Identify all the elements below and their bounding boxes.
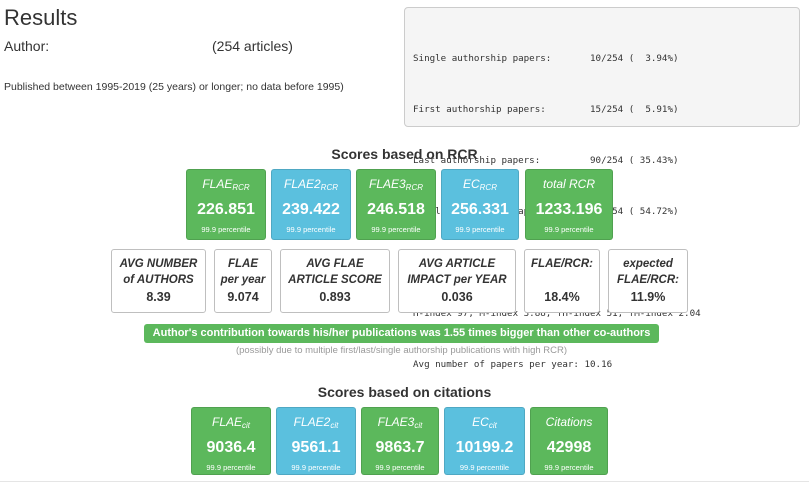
stats-line-avg-papers: Avg number of papers per year: 10.16	[413, 359, 613, 370]
tile-percentile: 99.9 percentile	[544, 463, 594, 472]
tile-flae3-cit: FLAE3cit 9863.7 99.9 percentile	[361, 407, 439, 475]
tile-value: 9863.7	[375, 439, 425, 456]
tile-label: FLAE3cit	[377, 415, 423, 430]
metric-label: FLAE/RCR:	[531, 258, 593, 270]
tile-percentile: 99.9 percentile	[459, 463, 510, 472]
authorship-stats-box: Single authorship papers: 10/254 ( 3.94%…	[404, 7, 800, 370]
stats-line-last: Last authorship papers: 90/254 ( 35.43%)	[413, 155, 679, 166]
metric-label: AVG NUMBER of AUTHORS	[119, 258, 198, 286]
tile-percentile: 99.9 percentile	[291, 463, 341, 472]
metric-label: FLAE per year	[220, 258, 266, 286]
citations-section-heading: Scores based on citations	[317, 384, 492, 400]
tile-flae-cit: FLAEcit 9036.4 99.9 percentile	[191, 407, 271, 475]
tile-label: FLAE2cit	[293, 415, 339, 430]
published-range: Published between 1995-2019 (25 years) o…	[4, 81, 344, 93]
tile-value: 9036.4	[206, 439, 256, 456]
metric-value: 11.9%	[630, 290, 666, 304]
metric-avg-authors: AVG NUMBER of AUTHORS 8.39	[111, 249, 206, 313]
metric-flae-per-year: FLAE per year 9.074	[214, 249, 272, 313]
author-label: Author:	[4, 38, 50, 54]
bottom-divider	[0, 481, 809, 482]
metric-label: expected FLAE/RCR:	[617, 258, 679, 286]
metric-expected-flae-rcr: expected FLAE/RCR: 11.9%	[608, 249, 688, 313]
stats-line-single: Single authorship papers: 10/254 ( 3.94%…	[413, 53, 679, 64]
tile-label: FLAEcit	[211, 415, 250, 430]
tile-total-rcr: total RCR 1233.196 99.9 percentile	[525, 169, 613, 240]
metric-value: 0.893	[319, 290, 351, 304]
tile-flae2-rcr: FLAE2RCR 239.422 99.9 percentile	[271, 169, 351, 240]
stats-line-first: First authorship papers: 15/254 ( 5.91%)	[413, 104, 679, 115]
article-count: (254 articles)	[212, 38, 293, 54]
contribution-banner: Author's contribution towards his/her pu…	[144, 324, 659, 343]
page-title: Results	[4, 5, 78, 30]
tile-value: 10199.2	[455, 439, 514, 456]
metric-label: AVG ARTICLE IMPACT per YEAR	[407, 258, 507, 286]
stats-line-indices: H-index 97, M-index 3.88, fH-index 51, f…	[413, 308, 701, 319]
tile-flae2-cit: FLAE2cit 9561.1 99.9 percentile	[276, 407, 356, 475]
tile-value: 9561.1	[291, 439, 341, 456]
tile-label: Citations	[545, 415, 593, 429]
metric-avg-article-impact: AVG ARTICLE IMPACT per YEAR 0.036	[398, 249, 516, 313]
rcr-section-heading: Scores based on RCR	[331, 146, 478, 162]
tile-percentile: 99.9 percentile	[544, 225, 594, 234]
tile-ec-cit: ECcit 10199.2 99.9 percentile	[444, 407, 525, 475]
metric-label: AVG FLAE ARTICLE SCORE	[288, 258, 382, 286]
tile-percentile: 99.9 percentile	[286, 225, 336, 234]
metric-value: 8.39	[146, 290, 171, 304]
tile-flae3-rcr: FLAE3RCR 246.518 99.9 percentile	[356, 169, 436, 240]
tile-label: FLAERCR	[202, 177, 250, 192]
tile-citations: Citations 42998 99.9 percentile	[530, 407, 608, 475]
tile-percentile: 99.9 percentile	[201, 225, 251, 234]
metric-value: 9.074	[227, 290, 259, 304]
tile-percentile: 99.9 percentile	[455, 225, 505, 234]
tile-label: ECcit	[472, 415, 497, 430]
tile-value: 239.422	[282, 201, 340, 218]
tile-value: 246.518	[367, 201, 425, 218]
tile-label: FLAE2RCR	[283, 177, 339, 192]
tile-ec-rcr: ECRCR 256.331 99.9 percentile	[441, 169, 519, 240]
metric-value: 18.4%	[544, 290, 580, 304]
contribution-note: (possibly due to multiple first/last/sin…	[235, 345, 568, 356]
tile-percentile: 99.9 percentile	[206, 463, 256, 472]
tile-percentile: 99.9 percentile	[375, 463, 425, 472]
tile-value: 226.851	[197, 201, 255, 218]
tile-percentile: 99.9 percentile	[371, 225, 421, 234]
tile-value: 1233.196	[535, 201, 603, 218]
tile-label: total RCR	[542, 177, 595, 191]
metric-flae-rcr: FLAE/RCR: 18.4%	[524, 249, 600, 313]
metric-value: 0.036	[441, 290, 473, 304]
metric-avg-flae-article-score: AVG FLAE ARTICLE SCORE 0.893	[280, 249, 390, 313]
tile-value: 42998	[546, 439, 592, 456]
tile-label: FLAE3RCR	[368, 177, 424, 192]
tile-flae-rcr: FLAERCR 226.851 99.9 percentile	[186, 169, 266, 240]
tile-value: 256.331	[451, 201, 509, 218]
tile-label: ECRCR	[462, 177, 497, 192]
